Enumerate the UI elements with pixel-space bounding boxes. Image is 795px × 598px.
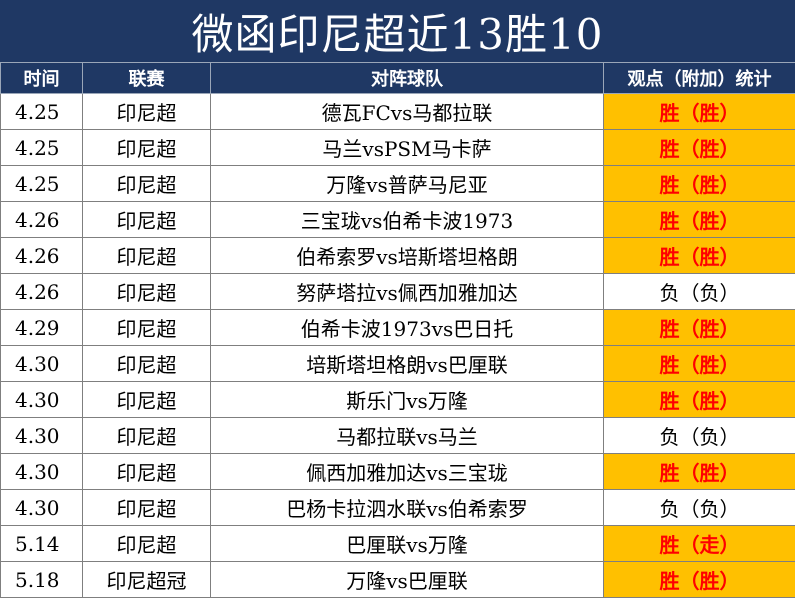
cell-league: 印尼超 (83, 130, 211, 166)
cell-match: 马都拉联vs马兰 (211, 418, 604, 454)
cell-time: 5.18 (1, 562, 83, 598)
cell-result: 胜（胜） (604, 454, 795, 490)
cell-league: 印尼超 (83, 346, 211, 382)
cell-league: 印尼超 (83, 382, 211, 418)
cell-result: 负（负） (604, 418, 795, 454)
cell-match: 万隆vs普萨马尼亚 (211, 166, 604, 202)
cell-result: 胜（胜） (604, 382, 795, 418)
cell-result: 胜（胜） (604, 94, 795, 130)
cell-match: 德瓦FCvs马都拉联 (211, 94, 604, 130)
cell-league: 印尼超 (83, 310, 211, 346)
cell-time: 4.30 (1, 346, 83, 382)
cell-league: 印尼超 (83, 94, 211, 130)
cell-result: 胜（胜） (604, 238, 795, 274)
header-league: 联赛 (83, 63, 211, 94)
cell-result: 胜（胜） (604, 346, 795, 382)
cell-league: 印尼超 (83, 238, 211, 274)
cell-result: 胜（胜） (604, 562, 795, 598)
header-match: 对阵球队 (211, 63, 604, 94)
cell-match: 培斯塔坦格朗vs巴厘联 (211, 346, 604, 382)
cell-time: 4.26 (1, 238, 83, 274)
cell-match: 巴厘联vs万隆 (211, 526, 604, 562)
cell-match: 斯乐门vs万隆 (211, 382, 604, 418)
cell-time: 4.30 (1, 454, 83, 490)
cell-match: 佩西加雅加达vs三宝珑 (211, 454, 604, 490)
cell-result: 胜（胜） (604, 130, 795, 166)
cell-result: 胜（胜） (604, 310, 795, 346)
cell-match: 伯希卡波1973vs巴日托 (211, 310, 604, 346)
cell-match: 努萨塔拉vs佩西加雅加达 (211, 274, 604, 310)
cell-result: 胜（胜） (604, 202, 795, 238)
cell-time: 4.25 (1, 130, 83, 166)
cell-match: 巴杨卡拉泗水联vs伯希索罗 (211, 490, 604, 526)
cell-match: 万隆vs巴厘联 (211, 562, 604, 598)
cell-time: 4.26 (1, 202, 83, 238)
cell-match: 三宝珑vs伯希卡波1973 (211, 202, 604, 238)
cell-league: 印尼超 (83, 490, 211, 526)
cell-league: 印尼超 (83, 166, 211, 202)
cell-league: 印尼超冠 (83, 562, 211, 598)
header-time: 时间 (1, 63, 83, 94)
cell-result: 负（负） (604, 490, 795, 526)
cell-time: 4.25 (1, 166, 83, 202)
cell-time: 4.29 (1, 310, 83, 346)
header-row: 时间 联赛 对阵球队 观点（附加）统计 (1, 63, 795, 94)
cell-league: 印尼超 (83, 454, 211, 490)
cell-result: 胜（胜） (604, 166, 795, 202)
cell-time: 4.26 (1, 274, 83, 310)
cell-time: 4.30 (1, 418, 83, 454)
cell-time: 4.30 (1, 490, 83, 526)
cell-time: 4.25 (1, 94, 83, 130)
cell-time: 5.14 (1, 526, 83, 562)
cell-league: 印尼超 (83, 202, 211, 238)
cell-time: 4.30 (1, 382, 83, 418)
cell-match: 马兰vsPSM马卡萨 (211, 130, 604, 166)
page-title: 微函印尼超近13胜10 (0, 0, 795, 62)
cell-league: 印尼超 (83, 526, 211, 562)
cell-match: 伯希索罗vs培斯塔坦格朗 (211, 238, 604, 274)
cell-result: 负（负） (604, 274, 795, 310)
cell-league: 印尼超 (83, 418, 211, 454)
cell-result: 胜（走） (604, 526, 795, 562)
cell-league: 印尼超 (83, 274, 211, 310)
header-result: 观点（附加）统计 (604, 63, 795, 94)
